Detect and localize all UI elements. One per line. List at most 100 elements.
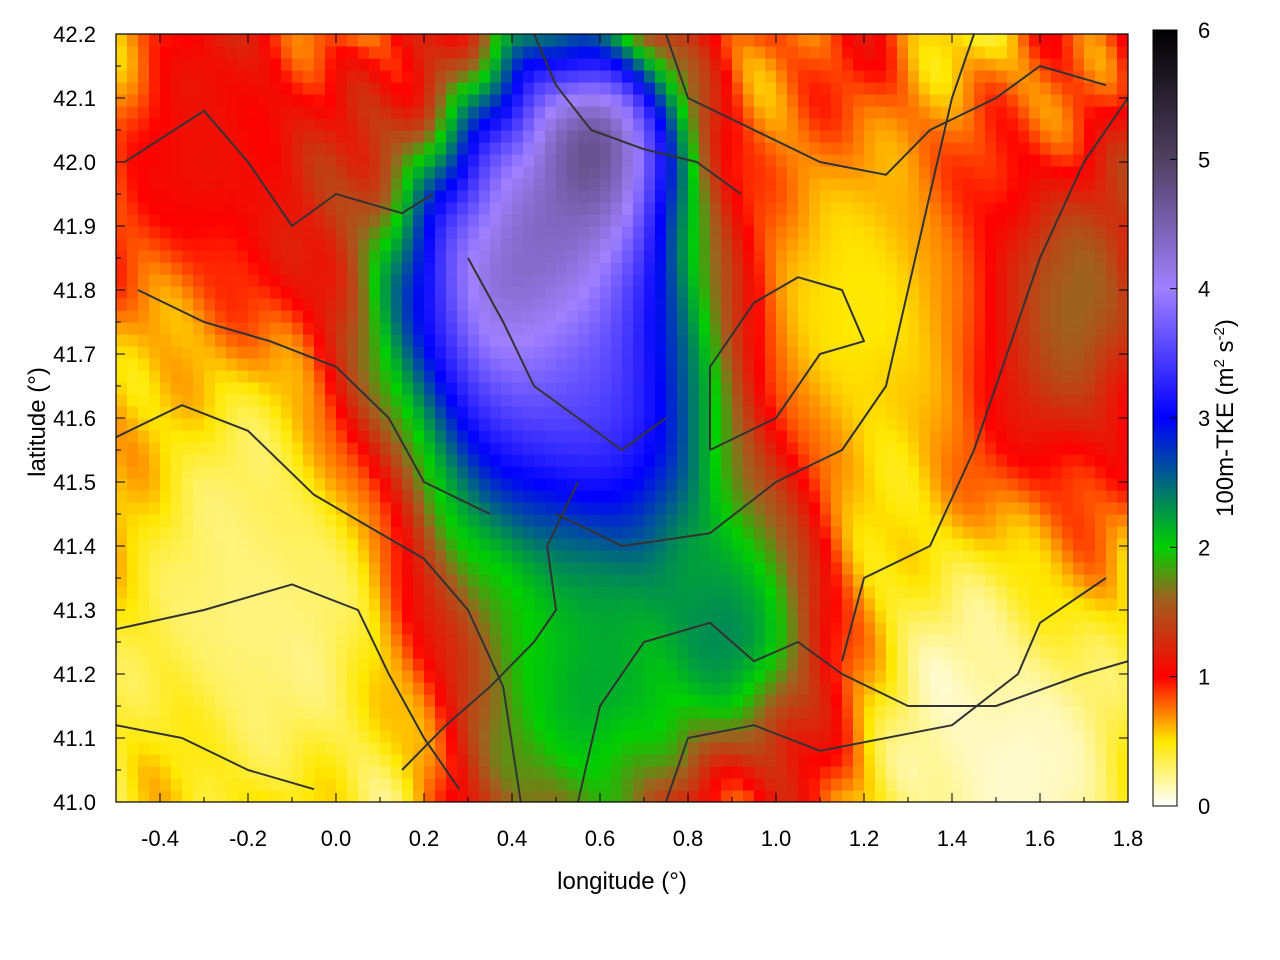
heatmap-cell bbox=[765, 598, 777, 611]
heatmap-cell bbox=[523, 202, 535, 215]
heatmap-cell bbox=[193, 190, 205, 203]
heatmap-cell bbox=[413, 490, 425, 503]
heatmap-cell bbox=[325, 430, 337, 443]
heatmap-cell bbox=[875, 718, 887, 731]
heatmap-cell bbox=[347, 394, 359, 407]
heatmap-cell bbox=[699, 478, 711, 491]
heatmap-cell bbox=[204, 406, 216, 419]
heatmap-cell bbox=[897, 730, 909, 743]
heatmap-cell bbox=[446, 634, 458, 647]
heatmap-cell bbox=[413, 670, 425, 683]
heatmap-cell bbox=[303, 466, 315, 479]
heatmap-cell bbox=[281, 346, 293, 359]
heatmap-cell bbox=[820, 274, 832, 287]
heatmap-cell bbox=[402, 154, 414, 167]
heatmap-cell bbox=[688, 778, 700, 791]
heatmap-cell bbox=[457, 742, 469, 755]
heatmap-cell bbox=[633, 166, 645, 179]
heatmap-cell bbox=[743, 754, 755, 767]
heatmap-cell bbox=[963, 598, 975, 611]
heatmap-cell bbox=[391, 670, 403, 683]
heatmap-cell bbox=[446, 610, 458, 623]
heatmap-cell bbox=[182, 94, 194, 107]
heatmap-cell bbox=[864, 214, 876, 227]
heatmap-cell bbox=[644, 190, 656, 203]
heatmap-cell bbox=[237, 310, 249, 323]
heatmap-cell bbox=[138, 586, 150, 599]
heatmap-cell bbox=[160, 394, 172, 407]
heatmap-cell bbox=[336, 274, 348, 287]
heatmap-cell bbox=[413, 658, 425, 671]
heatmap-cell bbox=[655, 394, 667, 407]
heatmap-cell bbox=[688, 550, 700, 563]
heatmap-cell bbox=[776, 238, 788, 251]
heatmap-cell bbox=[875, 634, 887, 647]
heatmap-cell bbox=[567, 466, 579, 479]
heatmap-cell bbox=[501, 466, 513, 479]
heatmap-cell bbox=[347, 766, 359, 779]
heatmap-cell bbox=[490, 82, 502, 95]
heatmap-cell bbox=[281, 262, 293, 275]
heatmap-cell bbox=[501, 190, 513, 203]
heatmap-cell bbox=[347, 562, 359, 575]
heatmap-cell bbox=[182, 466, 194, 479]
heatmap-cell bbox=[336, 430, 348, 443]
heatmap-cell bbox=[292, 598, 304, 611]
heatmap-cell bbox=[655, 490, 667, 503]
heatmap-cell bbox=[347, 790, 359, 802]
heatmap-cell bbox=[611, 598, 623, 611]
heatmap-cell bbox=[842, 766, 854, 779]
heatmap-cell bbox=[237, 46, 249, 59]
heatmap-cell bbox=[897, 682, 909, 695]
heatmap-cell bbox=[930, 310, 942, 323]
heatmap-cell bbox=[622, 442, 634, 455]
heatmap-cell bbox=[270, 718, 282, 731]
heatmap-cell bbox=[941, 142, 953, 155]
heatmap-cell bbox=[732, 346, 744, 359]
heatmap-cell bbox=[710, 718, 722, 731]
heatmap-cell bbox=[853, 94, 865, 107]
heatmap-cell bbox=[325, 454, 337, 467]
heatmap-cell bbox=[820, 730, 832, 743]
heatmap-cell bbox=[754, 214, 766, 227]
heatmap-cell bbox=[523, 262, 535, 275]
heatmap-cell bbox=[182, 178, 194, 191]
heatmap-cell bbox=[567, 574, 579, 587]
heatmap-cell bbox=[798, 334, 810, 347]
heatmap-cell bbox=[600, 322, 612, 335]
heatmap-cell bbox=[853, 250, 865, 263]
heatmap-cell bbox=[765, 58, 777, 71]
heatmap-cell bbox=[402, 430, 414, 443]
heatmap-cell bbox=[303, 706, 315, 719]
heatmap-cell bbox=[666, 586, 678, 599]
heatmap-cell bbox=[798, 382, 810, 395]
heatmap-cell bbox=[523, 58, 535, 71]
heatmap-cell bbox=[292, 382, 304, 395]
heatmap-cell bbox=[116, 190, 128, 203]
heatmap-cell bbox=[809, 406, 821, 419]
heatmap-cell bbox=[677, 286, 689, 299]
heatmap-cell bbox=[369, 202, 381, 215]
heatmap-cell bbox=[402, 634, 414, 647]
heatmap-cell bbox=[897, 334, 909, 347]
heatmap-cell bbox=[941, 538, 953, 551]
heatmap-cell bbox=[633, 526, 645, 539]
heatmap-cell bbox=[699, 442, 711, 455]
heatmap-cell bbox=[479, 694, 491, 707]
heatmap-cell bbox=[930, 118, 942, 131]
heatmap-cell bbox=[204, 694, 216, 707]
heatmap-cell bbox=[248, 106, 260, 119]
heatmap-cell bbox=[600, 730, 612, 743]
heatmap-cell bbox=[402, 550, 414, 563]
heatmap-cell bbox=[292, 70, 304, 83]
heatmap-cell bbox=[358, 394, 370, 407]
heatmap-cell bbox=[567, 238, 579, 251]
heatmap-cell bbox=[919, 418, 931, 431]
heatmap-cell bbox=[479, 598, 491, 611]
heatmap-cell bbox=[908, 370, 920, 383]
heatmap-cell bbox=[831, 382, 843, 395]
heatmap-cell bbox=[237, 778, 249, 791]
heatmap-cell bbox=[875, 382, 887, 395]
heatmap-cell bbox=[204, 598, 216, 611]
heatmap-cell bbox=[182, 562, 194, 575]
